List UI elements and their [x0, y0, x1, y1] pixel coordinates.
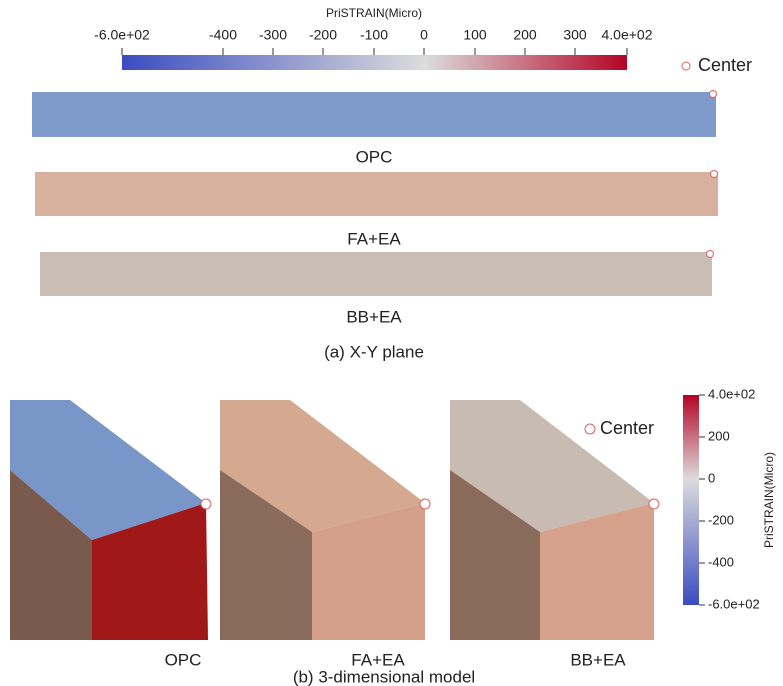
- center-marker: [585, 424, 595, 434]
- strip-fa-ea: [35, 172, 718, 216]
- center-marker: [707, 251, 714, 258]
- colorbar: [683, 395, 699, 605]
- tick-label: 300: [563, 27, 587, 43]
- tick-label: 0: [708, 470, 715, 485]
- tick-label: 200: [708, 428, 730, 443]
- strip-label: BB+EA: [346, 307, 402, 326]
- block-label: OPC: [165, 650, 202, 669]
- tick-label: -6.0e+02: [94, 27, 150, 43]
- tick-label: -100: [360, 27, 388, 43]
- tick-label: -400: [209, 27, 237, 43]
- figure: PriSTRAIN(Micro) -6.0e+02 -400 -300 -200 -10…: [0, 0, 783, 686]
- strip-label: FA+EA: [347, 229, 401, 248]
- block-label: BB+EA: [570, 650, 626, 669]
- tick-label: 100: [463, 27, 487, 43]
- colorbar-title: PriSTRAIN(Micro): [326, 6, 422, 20]
- strip-opc: [32, 92, 716, 137]
- tick-label: -200: [309, 27, 337, 43]
- strip-bb-ea: [40, 252, 712, 296]
- legend-label: Center: [600, 418, 654, 438]
- center-marker: [710, 91, 717, 98]
- legend-label: Center: [698, 55, 752, 75]
- caption: (a) X-Y plane: [324, 342, 424, 361]
- tick-label: -400: [708, 554, 734, 569]
- colorbar-title: PriSTRAIN(Micro): [762, 452, 776, 548]
- tick-label: -6.0e+02: [708, 596, 760, 611]
- tick-label: -300: [259, 27, 287, 43]
- tick-label: 4.0e+02: [708, 386, 755, 401]
- tick-label: 4.0e+02: [602, 27, 653, 43]
- tick-label: -200: [708, 512, 734, 527]
- center-marker: [682, 62, 690, 70]
- block-opc: [10, 400, 211, 640]
- strip-label: OPC: [356, 147, 393, 166]
- center-marker: [711, 171, 718, 178]
- tick-label: 200: [513, 27, 537, 43]
- colorbar: [122, 55, 627, 70]
- tick-label: 0: [420, 27, 428, 43]
- block-fa-ea: [220, 400, 430, 640]
- caption: (b) 3-dimensional model: [293, 667, 475, 686]
